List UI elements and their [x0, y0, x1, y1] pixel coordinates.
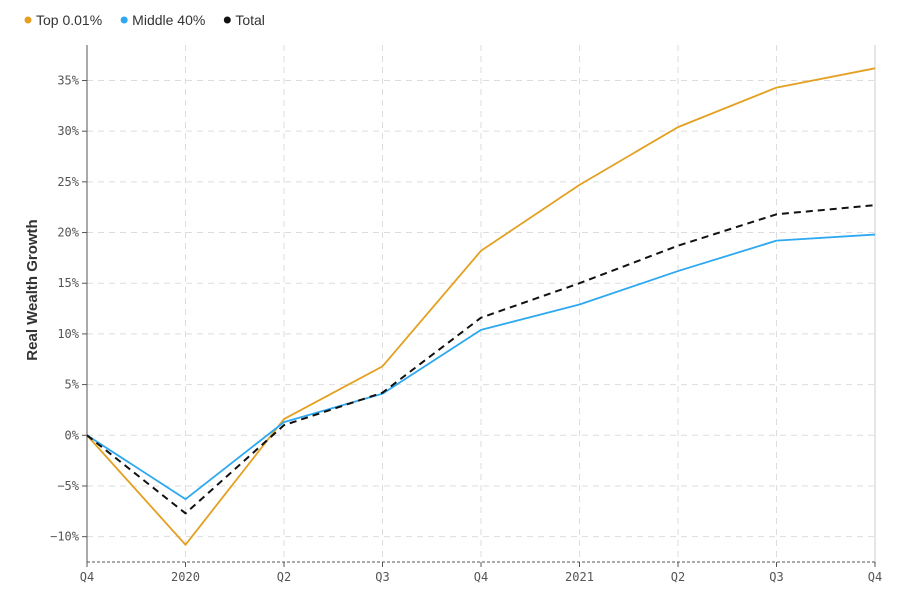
y-tick-label: −10% [50, 530, 80, 544]
x-tick-label: Q2 [277, 570, 291, 584]
y-tick-label: 20% [57, 226, 79, 240]
axes: −10% −5% 0% 5% 10% 15% 20% 25% 30% 35% Q4 2020 Q2 Q3 Q… [50, 45, 882, 584]
series-line-middle-40 [86, 233, 876, 501]
x-tick-label: 2021 [565, 570, 594, 584]
legend-marker [120, 16, 128, 24]
y-tick-label: 30% [57, 124, 79, 138]
legend: Top 0.01% Middle 40% Total [24, 12, 265, 28]
series-line-top-0-01 [86, 67, 876, 546]
x-tick-label: Q2 [671, 570, 685, 584]
y-tick-label: 5% [65, 378, 80, 392]
y-tick-label: −5% [57, 479, 79, 493]
series-line-total [86, 204, 876, 515]
y-axis-label: Real Wealth Growth [24, 219, 41, 360]
legend-label: Total [235, 12, 265, 28]
x-tick-label: 2020 [171, 570, 200, 584]
legend-marker [223, 16, 231, 24]
y-tick-label: 15% [57, 276, 79, 290]
y-tick-label: 35% [57, 73, 79, 87]
x-tick-label: Q4 [474, 570, 488, 584]
y-tick-label: 25% [57, 175, 79, 189]
x-tick-label: Q4 [80, 570, 94, 584]
y-tick-label: 0% [65, 428, 80, 442]
y-tick-label: 10% [57, 327, 79, 341]
legend-label: Middle 40% [132, 12, 205, 28]
legend-marker [24, 16, 32, 24]
series-lines [86, 67, 876, 546]
x-tick-label: Q3 [769, 570, 783, 584]
grid [86, 45, 876, 562]
x-tick-label: Q3 [375, 570, 389, 584]
x-tick-label: Q4 [868, 570, 882, 584]
legend-label: Top 0.01% [36, 12, 102, 28]
